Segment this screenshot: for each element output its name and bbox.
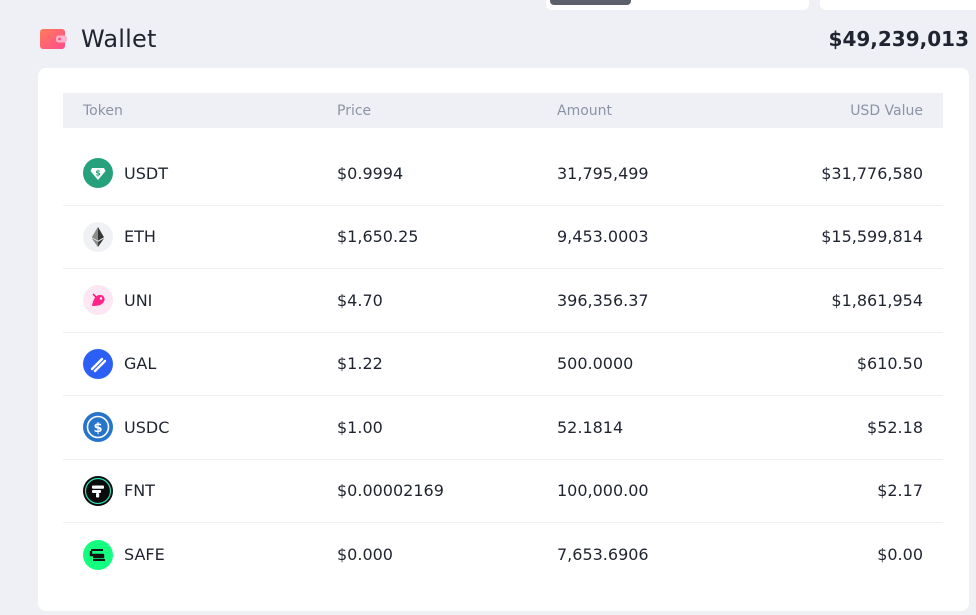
token-table-body: $ USDT $0.9994 31,795,499 $31,776,580 ET…	[63, 142, 943, 587]
token-symbol: USDC	[124, 417, 170, 437]
column-header-amount[interactable]: Amount	[557, 102, 613, 119]
token-price: $0.00002169	[337, 481, 444, 501]
token-symbol: SAFE	[124, 545, 165, 565]
token-usd-value: $0.00	[877, 545, 923, 565]
table-row[interactable]: FNT $0.00002169 100,000.00 $2.17	[63, 460, 943, 523]
token-cell: ETH	[83, 221, 156, 252]
token-usd-value: $610.50	[856, 354, 923, 374]
table-row[interactable]: SAFE $0.000 7,653.6906 $0.00	[63, 523, 943, 587]
table-header: Token Price Amount USD Value	[63, 93, 943, 128]
token-price: $1,650.25	[337, 227, 419, 247]
uni-icon	[83, 285, 113, 316]
token-symbol: USDT	[124, 163, 168, 183]
token-cell: SAFE	[83, 539, 165, 570]
wallet-card: Token Price Amount USD Value $ USDT $0.9…	[38, 68, 969, 611]
token-amount: 500.0000	[557, 354, 634, 374]
page-title: Wallet	[81, 25, 157, 53]
column-header-token[interactable]: Token	[83, 102, 123, 119]
wallet-total-value: $49,239,013	[828, 27, 969, 51]
eth-icon	[83, 221, 113, 252]
token-symbol: FNT	[124, 481, 155, 501]
wallet-icon	[40, 29, 67, 49]
token-usd-value: $2.17	[877, 481, 923, 501]
token-amount: 52.1814	[557, 417, 624, 437]
wallet-header: Wallet $49,239,013	[39, 22, 969, 56]
token-amount: 7,653.6906	[557, 545, 649, 565]
token-cell: UNI	[83, 285, 153, 316]
top-control[interactable]	[820, 0, 976, 10]
token-usd-value: $15,599,814	[821, 227, 923, 247]
token-amount: 9,453.0003	[557, 227, 649, 247]
token-cell: $ USDT	[83, 158, 168, 189]
token-cell: GAL	[83, 348, 157, 379]
table-row[interactable]: ETH $1,650.25 9,453.0003 $15,599,814	[63, 206, 943, 269]
token-symbol: UNI	[124, 290, 153, 310]
token-price: $0.000	[337, 545, 393, 565]
fnt-icon	[83, 475, 113, 506]
token-usd-value: $1,861,954	[831, 290, 923, 310]
token-price: $4.70	[337, 290, 383, 310]
table-row[interactable]: UNI $4.70 396,356.37 $1,861,954	[63, 269, 943, 333]
token-cell: FNT	[83, 475, 155, 506]
token-price: $1.22	[337, 354, 383, 374]
token-amount: 31,795,499	[557, 163, 649, 183]
token-amount: 100,000.00	[557, 481, 649, 501]
token-price: $0.9994	[337, 163, 404, 183]
svg-text:$: $	[93, 421, 102, 436]
table-row[interactable]: $ USDT $0.9994 31,795,499 $31,776,580	[63, 142, 943, 206]
top-segmented-control[interactable]	[546, 0, 809, 10]
table-row[interactable]: $ USDC $1.00 52.1814 $52.18	[63, 396, 943, 460]
usdt-icon: $	[83, 158, 113, 189]
top-segment-active[interactable]	[550, 0, 631, 5]
token-symbol: GAL	[124, 354, 157, 374]
safe-icon	[83, 539, 113, 570]
table-row[interactable]: GAL $1.22 500.0000 $610.50	[63, 333, 943, 396]
token-usd-value: $52.18	[867, 417, 923, 437]
token-cell: $ USDC	[83, 412, 170, 443]
token-amount: 396,356.37	[557, 290, 649, 310]
column-header-price[interactable]: Price	[337, 102, 372, 119]
usdc-icon: $	[83, 412, 113, 443]
column-header-usd-value[interactable]: USD Value	[850, 102, 923, 119]
token-symbol: ETH	[124, 227, 156, 247]
token-usd-value: $31,776,580	[821, 163, 923, 183]
gal-icon	[83, 348, 113, 379]
svg-text:$: $	[95, 169, 101, 178]
token-price: $1.00	[337, 417, 383, 437]
